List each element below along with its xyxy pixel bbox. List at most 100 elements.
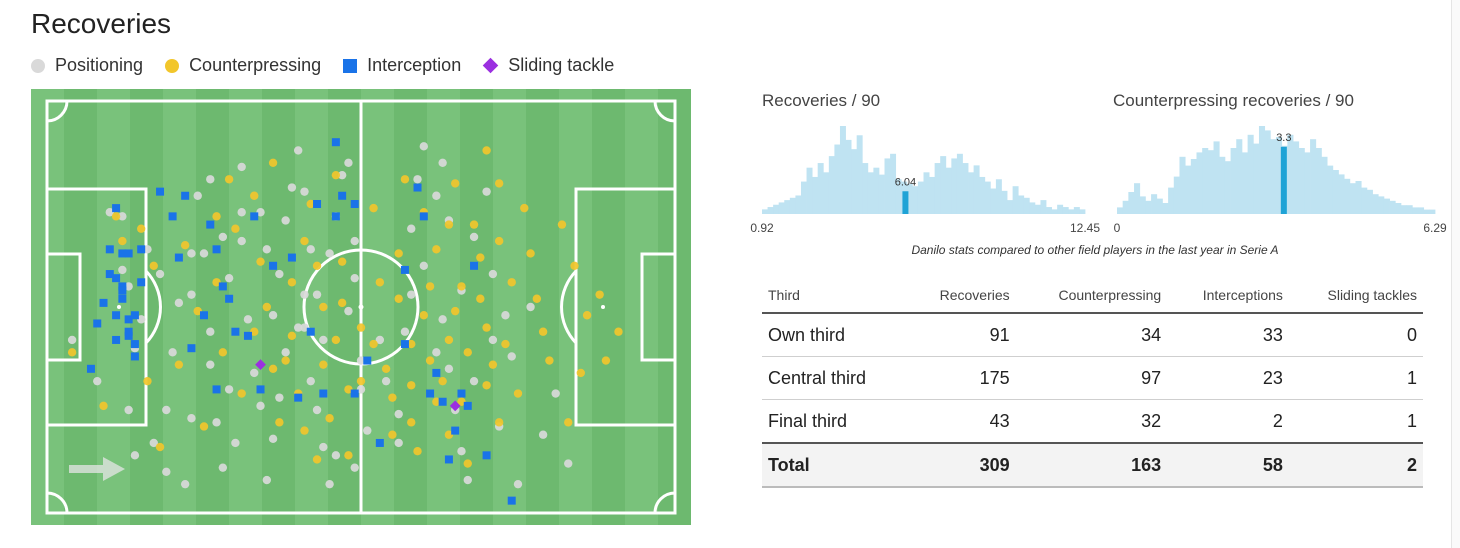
counterpressing-point bbox=[494, 236, 504, 246]
positioning-point bbox=[513, 479, 523, 489]
counterpressing-point bbox=[388, 393, 397, 402]
counterpressing-marker-icon bbox=[165, 58, 180, 73]
table-cell: 33 bbox=[1167, 313, 1289, 357]
positioning-point bbox=[224, 385, 234, 394]
positioning-point bbox=[218, 232, 228, 242]
positioning-point bbox=[67, 335, 77, 345]
counterpressing-point bbox=[331, 170, 341, 180]
counterpressing-point bbox=[407, 418, 416, 427]
histogram-bin bbox=[862, 163, 869, 214]
counterpressing-point bbox=[381, 364, 391, 373]
positioning-point bbox=[174, 298, 184, 308]
table-row: Final third 43 32 2 1 bbox=[762, 399, 1423, 444]
positioning-point bbox=[394, 438, 403, 448]
positioning-point bbox=[319, 442, 328, 452]
positioning-point bbox=[137, 315, 146, 324]
table-header-row: Third Recoveries Counterpressing Interce… bbox=[762, 278, 1423, 314]
histogram-bin bbox=[1293, 141, 1300, 214]
counterpressing-point bbox=[457, 397, 466, 406]
counterpressing-point bbox=[545, 356, 554, 365]
positioning-point bbox=[551, 389, 560, 398]
histogram-bin bbox=[1378, 196, 1385, 214]
positioning-point bbox=[256, 401, 265, 411]
counterpressing-point bbox=[111, 212, 121, 221]
histogram-bin bbox=[1247, 134, 1254, 214]
table-cell: 34 bbox=[1015, 313, 1168, 357]
histogram-bin bbox=[1151, 194, 1158, 214]
positioning-point bbox=[312, 405, 322, 415]
counterpressing-point bbox=[356, 376, 366, 386]
positioning-point bbox=[407, 224, 416, 233]
histogram-bin bbox=[884, 158, 891, 214]
interception-point bbox=[294, 393, 303, 402]
positioning-point bbox=[281, 216, 290, 225]
grass-stripe bbox=[493, 89, 527, 525]
positioning-point bbox=[363, 426, 372, 435]
interception-point bbox=[124, 331, 133, 340]
histogram-bin bbox=[1068, 209, 1075, 214]
positioning-point bbox=[300, 290, 309, 299]
histogram-bin bbox=[1179, 156, 1186, 214]
histogram-bin bbox=[979, 176, 986, 214]
legend: Positioning Counterpressing Interception… bbox=[31, 55, 636, 76]
counterpressing-point bbox=[432, 397, 441, 406]
scrollbar[interactable] bbox=[1451, 0, 1460, 548]
interception-point bbox=[451, 426, 460, 435]
histogram-bin bbox=[1349, 183, 1356, 214]
interception-point bbox=[124, 327, 133, 336]
interception-point bbox=[338, 191, 347, 200]
table-cell: 163 bbox=[1015, 442, 1168, 488]
positioning-point bbox=[250, 368, 259, 378]
positioning-point bbox=[413, 175, 422, 184]
left-penalty-spot bbox=[117, 305, 121, 309]
histogram-bin bbox=[962, 163, 969, 214]
positioning-point bbox=[344, 306, 353, 316]
interception-point bbox=[112, 204, 121, 213]
positioning-point bbox=[350, 463, 359, 472]
interception-point bbox=[400, 265, 409, 274]
histogram-bin bbox=[1079, 209, 1086, 214]
axis-max-label: 6.29 bbox=[1423, 221, 1447, 235]
histogram-bin bbox=[1117, 207, 1124, 214]
histogram-bin bbox=[1040, 200, 1047, 214]
positioning-point bbox=[469, 232, 479, 242]
positioning-point bbox=[300, 323, 309, 332]
histogram-bin bbox=[1001, 190, 1008, 214]
column-header-interceptions: Interceptions bbox=[1167, 278, 1289, 314]
histogram-bin bbox=[984, 181, 991, 214]
positioning-point bbox=[375, 335, 385, 345]
counterpressing-point bbox=[231, 224, 240, 233]
positioning-point bbox=[319, 335, 328, 345]
histogram-bin bbox=[1366, 189, 1373, 214]
histogram-bin bbox=[1185, 165, 1192, 214]
histogram-bin bbox=[940, 156, 947, 214]
counterpressing-point bbox=[281, 356, 290, 365]
interception-point bbox=[137, 245, 146, 254]
right-penalty-arc bbox=[560, 269, 578, 345]
counterpressing-point bbox=[344, 385, 353, 394]
histogram-bin bbox=[1162, 203, 1169, 214]
positioning-point bbox=[206, 327, 215, 336]
counterpressing-point bbox=[463, 459, 472, 468]
interception-point bbox=[256, 385, 265, 394]
legend-label-interception: Interception bbox=[367, 55, 462, 75]
histogram-bin bbox=[1051, 209, 1058, 214]
positioning-point bbox=[124, 405, 133, 415]
interception-point bbox=[331, 138, 340, 147]
counterpressing-point bbox=[501, 339, 510, 349]
interception-point bbox=[231, 327, 240, 336]
interception-point bbox=[218, 282, 227, 291]
sliding-tackle-point bbox=[449, 400, 461, 412]
histogram-bin bbox=[1156, 198, 1163, 214]
histogram-bin bbox=[1287, 134, 1294, 214]
counterpressing-point bbox=[275, 418, 284, 427]
histogram-bin bbox=[1073, 207, 1080, 214]
histogram-bin bbox=[1270, 139, 1277, 214]
counterpressing-point bbox=[218, 348, 228, 357]
player-value-label: 3.3 bbox=[1276, 132, 1291, 144]
interception-point bbox=[86, 364, 95, 373]
counterpressing-point bbox=[337, 257, 347, 266]
positioning-point bbox=[482, 187, 491, 196]
grass-stripe bbox=[394, 89, 428, 525]
counterpressing-point bbox=[256, 257, 265, 266]
